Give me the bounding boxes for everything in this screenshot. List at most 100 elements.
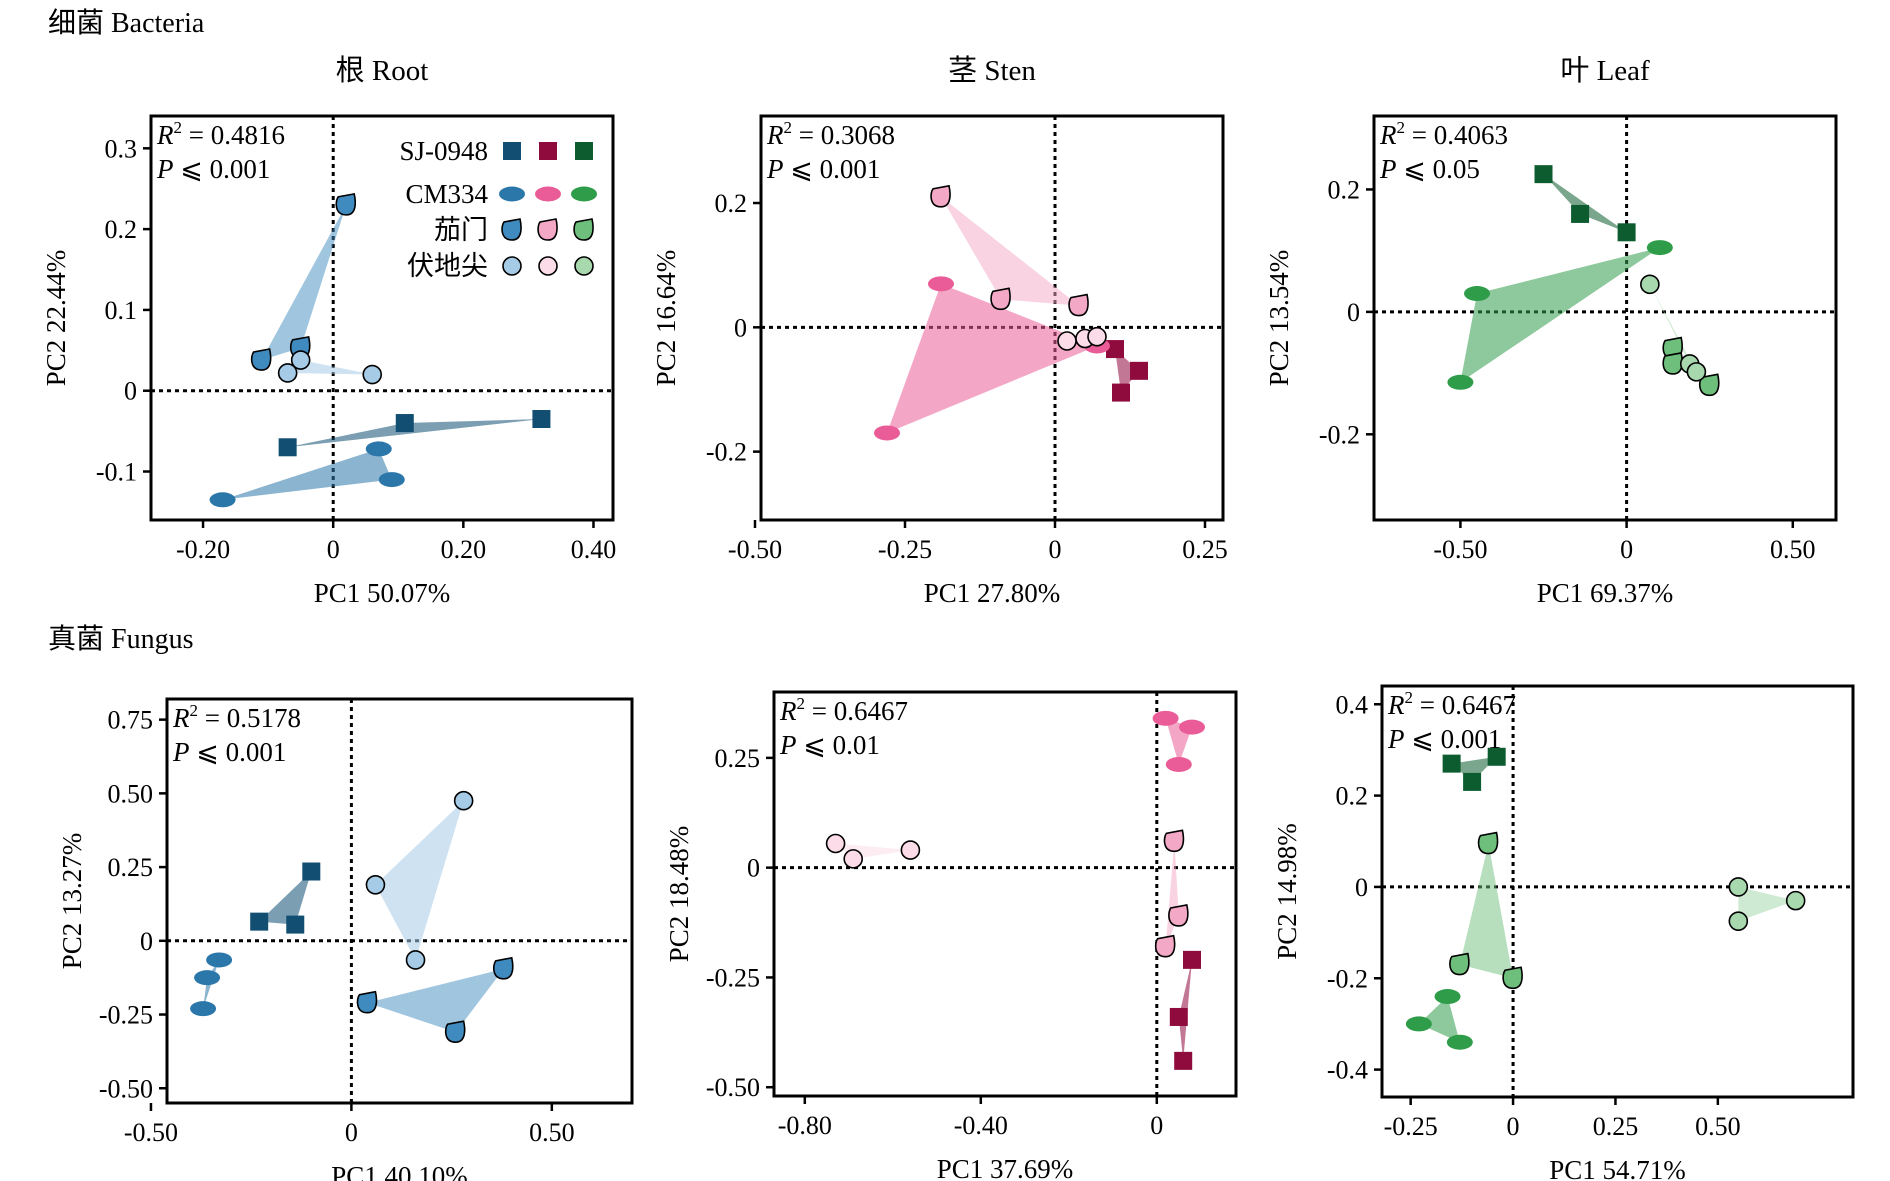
r-squared-label: R2 = 0.5178 bbox=[172, 701, 301, 733]
data-point-伏地尖-2 bbox=[1728, 911, 1749, 931]
y-tick-label: 0.1 bbox=[105, 296, 138, 325]
legend-marker-伏地尖-3 bbox=[574, 256, 594, 276]
data-point-SJ-0948-1 bbox=[1183, 950, 1201, 969]
y-tick-label: 0 bbox=[747, 854, 760, 883]
fungus-section-label: 真菌 Fungus bbox=[48, 623, 193, 655]
x-axis-label: PC1 27.80% bbox=[924, 578, 1061, 608]
data-point-CM334-1 bbox=[206, 952, 233, 968]
data-point-茄门-2 bbox=[990, 287, 1011, 311]
y-tick-label: -0.4 bbox=[1327, 1056, 1368, 1085]
pca-panel-3: -0.50 0 0.50 -0.2 0 0.2 PC1 69.37% PC2 13.54% 叶 … bbox=[1264, 55, 1838, 608]
x-tick-label: -0.25 bbox=[878, 535, 932, 564]
data-point-CM334-3 bbox=[378, 472, 405, 488]
group-hull-伏地尖 bbox=[1649, 284, 1697, 372]
data-point-SJ-0948-2 bbox=[250, 912, 269, 931]
data-point-SJ-0948-3 bbox=[286, 915, 305, 934]
legend-marker-CM334-2 bbox=[535, 186, 561, 202]
data-point-CM334-2 bbox=[365, 441, 392, 457]
x-tick-label: 0.50 bbox=[529, 1118, 575, 1147]
data-point-伏地尖-3 bbox=[362, 364, 383, 385]
x-axis-label: PC1 69.37% bbox=[1537, 578, 1674, 608]
y-tick-label: -0.2 bbox=[1319, 420, 1360, 449]
group-hull-SJ-0948 bbox=[1115, 349, 1139, 393]
group-hull-SJ-0948 bbox=[1543, 174, 1627, 233]
data-point-CM334-1 bbox=[209, 492, 236, 508]
pca-panel-4: -0.50 0 0.50 -0.50 -0.25 0 0.25 0.50 0.75 PC1 40.… bbox=[57, 697, 634, 1181]
data-point-SJ-0948-2 bbox=[1169, 1007, 1188, 1026]
group-hull-伏地尖 bbox=[375, 800, 464, 960]
y-tick-label: 0.25 bbox=[108, 853, 154, 882]
group-hull-茄门 bbox=[1165, 841, 1179, 947]
y-axis-label: PC2 18.48% bbox=[664, 826, 694, 963]
plot-frame bbox=[1372, 114, 1838, 522]
data-point-CM334-1 bbox=[928, 276, 954, 292]
x-tick-label: 0.20 bbox=[441, 535, 487, 564]
data-point-CM334-2 bbox=[1464, 286, 1491, 302]
x-tick-label: -0.80 bbox=[778, 1111, 832, 1140]
r-squared-label: R2 = 0.6467 bbox=[1387, 688, 1516, 720]
legend-marker-茄门-3 bbox=[573, 218, 594, 241]
x-tick-label: 0 bbox=[1620, 535, 1633, 564]
legend-label-茄门: 茄门 bbox=[434, 215, 488, 245]
group-hull-CM334 bbox=[222, 448, 392, 500]
bacteria-section-label: 细菌 Bacteria bbox=[48, 7, 205, 39]
group-hull-伏地尖 bbox=[1738, 886, 1796, 922]
data-point-SJ-0948-3 bbox=[1174, 1051, 1193, 1070]
data-point-茄门-3 bbox=[1068, 293, 1089, 317]
x-tick-label: -0.20 bbox=[176, 535, 230, 564]
x-tick-label: 0.50 bbox=[1695, 1112, 1741, 1141]
pca-panel-1: -0.20 0 0.20 0.40 -0.1 0 0.1 0.2 0.3 PC1 50.07% PC… bbox=[41, 54, 616, 608]
y-tick-label: 0 bbox=[124, 377, 137, 406]
plot-frame bbox=[759, 114, 1225, 522]
data-point-茄门-2 bbox=[1168, 904, 1189, 927]
x-tick-label: 0 bbox=[1049, 535, 1062, 564]
data-point-CM334-2 bbox=[1434, 989, 1461, 1005]
data-point-CM334-3 bbox=[190, 1001, 217, 1017]
data-point-伏地尖-1 bbox=[277, 363, 298, 383]
data-point-伏地尖-2 bbox=[843, 849, 864, 869]
y-tick-label: 0.2 bbox=[715, 189, 748, 218]
x-tick-label: -0.25 bbox=[1384, 1112, 1438, 1141]
group-hull-SJ-0948 bbox=[287, 419, 542, 448]
data-point-茄门-1 bbox=[930, 184, 951, 208]
y-tick-label: -0.2 bbox=[1327, 964, 1368, 993]
panel-title: 茎 Sten bbox=[948, 54, 1036, 87]
x-tick-label: 0.40 bbox=[571, 535, 617, 564]
group-hull-SJ-0948 bbox=[1451, 756, 1497, 782]
x-tick-label: -0.50 bbox=[124, 1118, 178, 1147]
y-axis-label: PC2 22.44% bbox=[41, 250, 71, 387]
p-value-label: P ⩽ 0.01 bbox=[779, 730, 880, 760]
data-point-SJ-0948-1 bbox=[1534, 165, 1553, 184]
data-point-CM334-3 bbox=[1447, 374, 1474, 390]
legend-marker-茄门-2 bbox=[537, 218, 558, 241]
x-tick-label: 0.50 bbox=[1770, 535, 1816, 564]
r-squared-label: R2 = 0.6467 bbox=[779, 694, 908, 726]
data-point-SJ-0948-2 bbox=[1487, 747, 1506, 766]
plot-frame bbox=[165, 697, 634, 1105]
data-point-茄门-2 bbox=[492, 956, 514, 980]
x-tick-label: 0.25 bbox=[1593, 1112, 1639, 1141]
pca-panel-2: -0.50 -0.25 0 0.25 -0.2 0 0.2 PC1 27.80% PC2 16.… bbox=[651, 54, 1228, 608]
y-tick-label: -0.50 bbox=[99, 1074, 153, 1103]
legend-marker-伏地尖-2 bbox=[538, 256, 558, 276]
data-point-SJ-0948-2 bbox=[395, 414, 414, 433]
p-value-label: P ⩽ 0.001 bbox=[156, 154, 270, 184]
data-point-CM334-1 bbox=[1152, 710, 1179, 726]
data-point-CM334-1 bbox=[1646, 240, 1673, 256]
data-point-伏地尖-1 bbox=[453, 790, 474, 811]
legend-marker-CM334-3 bbox=[571, 186, 597, 202]
data-point-茄门-2 bbox=[250, 348, 272, 371]
data-point-茄门-3 bbox=[1502, 966, 1523, 990]
r-squared-label: R2 = 0.4063 bbox=[1379, 118, 1508, 150]
y-tick-label: -0.25 bbox=[706, 963, 760, 992]
p-value-label: P ⩽ 0.001 bbox=[1387, 724, 1501, 754]
y-tick-label: -0.25 bbox=[99, 1001, 153, 1030]
data-point-伏地尖-3 bbox=[1087, 326, 1107, 347]
y-tick-label: 0.75 bbox=[108, 706, 154, 735]
y-tick-label: 0.2 bbox=[1328, 175, 1361, 204]
data-point-茄门-3 bbox=[1154, 934, 1176, 958]
data-point-SJ-0948-3 bbox=[1112, 383, 1130, 402]
data-point-SJ-0948-2 bbox=[1571, 204, 1590, 223]
y-axis-label: PC2 13.54% bbox=[1264, 250, 1294, 387]
